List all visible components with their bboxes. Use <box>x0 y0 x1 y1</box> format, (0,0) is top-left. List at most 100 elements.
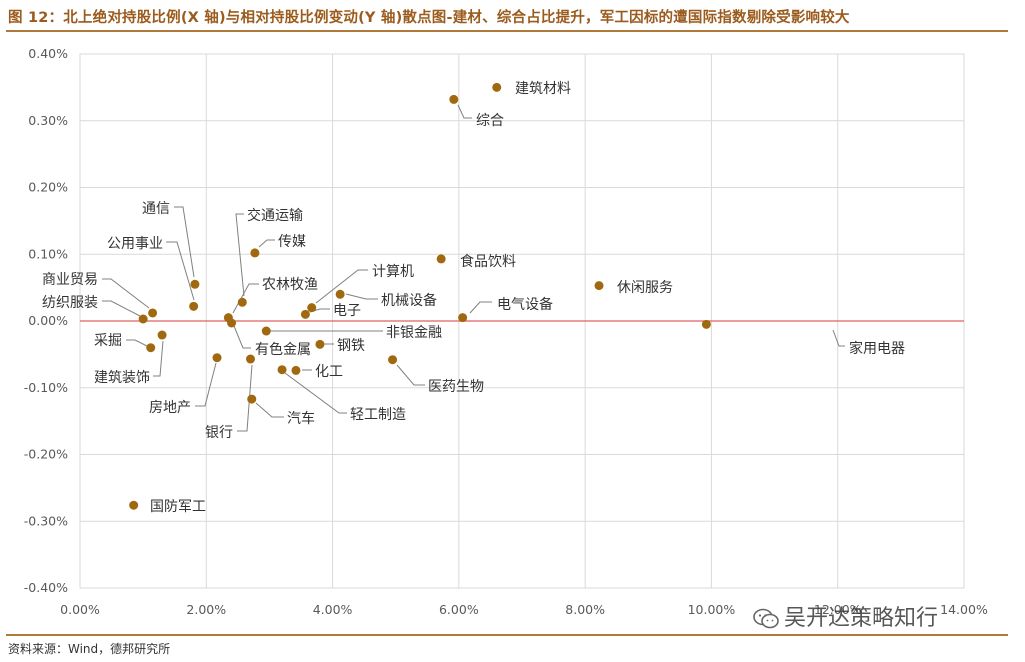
leader-line <box>102 278 150 309</box>
data-point <box>261 326 271 336</box>
x-tick-label: 10.00% <box>688 602 736 617</box>
data-point <box>237 297 247 307</box>
data-point <box>492 82 502 92</box>
leader-line <box>232 283 259 314</box>
leader-line <box>284 372 347 414</box>
data-point <box>449 94 459 104</box>
data-point <box>277 365 287 375</box>
source-note: 资料来源：Wind，德邦研究所 <box>8 642 171 656</box>
data-point-label: 化工 <box>315 364 343 380</box>
leader-line <box>315 269 368 304</box>
data-point-label: 电子 <box>333 303 361 319</box>
figure-title: 图 12：北上绝对持股比例(X 轴)与相对持股比例变动(Y 轴)散点图-建材、综… <box>8 10 850 26</box>
x-tick-label: 8.00% <box>565 602 605 617</box>
y-tick-label: 0.30% <box>28 113 68 128</box>
leader-line <box>237 364 253 432</box>
y-tick-label: 0.10% <box>28 246 68 261</box>
data-point-label: 国防军工 <box>150 499 206 515</box>
watermark: 吴开达策略知行 <box>752 600 938 632</box>
leader-line <box>126 339 148 347</box>
axis-tick-labels: 0.40% 0.30% 0.20% 0.10% 0.00% -0.10% -0.20% -0.… <box>24 46 988 617</box>
data-point-label: 采掘 <box>94 333 122 349</box>
data-point <box>701 319 711 329</box>
data-point <box>458 313 468 323</box>
leader-line <box>457 104 472 119</box>
data-point <box>300 309 310 319</box>
title-divider <box>6 30 1008 32</box>
data-point-label: 轻工制造 <box>350 407 406 423</box>
wechat-icon <box>753 608 779 629</box>
y-tick-label: -0.30% <box>24 513 68 528</box>
leader-line <box>235 213 245 297</box>
data-point-label: 建筑材料 <box>515 81 571 97</box>
leader-line <box>255 402 284 418</box>
data-point-label: 建筑装饰 <box>94 370 150 386</box>
label-leader-lines <box>102 104 845 432</box>
leader-line <box>469 301 492 314</box>
x-tick-label: 6.00% <box>439 602 479 617</box>
leader-line <box>195 362 217 407</box>
data-point <box>190 279 200 289</box>
data-point <box>250 248 260 258</box>
leader-line <box>166 241 195 301</box>
data-point-label: 计算机 <box>372 264 414 280</box>
data-point-label: 钢铁 <box>337 338 365 354</box>
leader-line <box>153 340 164 377</box>
data-point-label: 电气设备 <box>497 296 553 313</box>
y-tick-label: -0.40% <box>24 580 68 595</box>
data-point-label: 有色金属 <box>255 341 311 358</box>
y-tick-label: -0.20% <box>24 447 68 462</box>
data-point-label: 商业贸易 <box>42 272 98 288</box>
data-point <box>245 354 255 364</box>
data-point <box>335 289 345 299</box>
data-point-label: 食品饮料 <box>460 253 516 270</box>
data-point-label: 公用事业 <box>107 236 163 252</box>
leader-line <box>345 293 378 300</box>
data-point <box>146 343 156 353</box>
x-tick-label: 12.00% <box>814 602 862 617</box>
data-point-label: 汽车 <box>287 410 315 427</box>
data-point-label: 通信 <box>142 201 170 217</box>
grid-lines <box>79 53 965 589</box>
x-tick-label: 14.00% <box>940 602 988 617</box>
data-point-label: 机械设备 <box>381 292 437 309</box>
data-point <box>436 254 446 264</box>
y-tick-label: 0.20% <box>28 180 68 195</box>
data-point-label: 传媒 <box>278 234 306 250</box>
leader-line <box>396 364 425 386</box>
y-tick-label: -0.10% <box>24 380 68 395</box>
data-point <box>223 313 233 323</box>
data-point <box>307 303 317 313</box>
data-point-label: 家用电器 <box>849 340 905 357</box>
y-tick-label: 0.40% <box>28 46 68 61</box>
x-tick-label: 0.00% <box>60 602 100 617</box>
data-point <box>212 353 222 363</box>
data-point-label: 房地产 <box>149 400 191 416</box>
data-point-label: 交通运输 <box>247 207 303 224</box>
x-tick-label: 4.00% <box>313 602 353 617</box>
data-points <box>129 82 711 510</box>
data-point-label: 综合 <box>476 113 504 129</box>
data-point <box>129 500 139 510</box>
source-divider <box>6 634 1008 636</box>
data-point-label: 医药生物 <box>428 379 484 395</box>
data-point <box>594 281 604 291</box>
data-point <box>189 301 199 311</box>
data-point <box>388 355 398 365</box>
data-point-label: 纺织服装 <box>42 295 98 311</box>
leader-line <box>258 239 275 248</box>
data-point-label: 银行 <box>205 425 233 441</box>
data-point <box>157 330 167 340</box>
data-point-label: 农林牧渔 <box>262 277 318 293</box>
data-point-label: 休闲服务 <box>617 280 673 296</box>
data-point-label: 非银金融 <box>386 325 442 341</box>
leader-line <box>102 300 141 317</box>
data-point <box>138 314 148 324</box>
watermark-text: 吴开达策略知行 <box>784 606 939 631</box>
leader-line <box>233 325 251 349</box>
y-tick-label: 0.00% <box>28 313 68 328</box>
data-point <box>291 365 301 375</box>
data-point <box>148 308 158 318</box>
